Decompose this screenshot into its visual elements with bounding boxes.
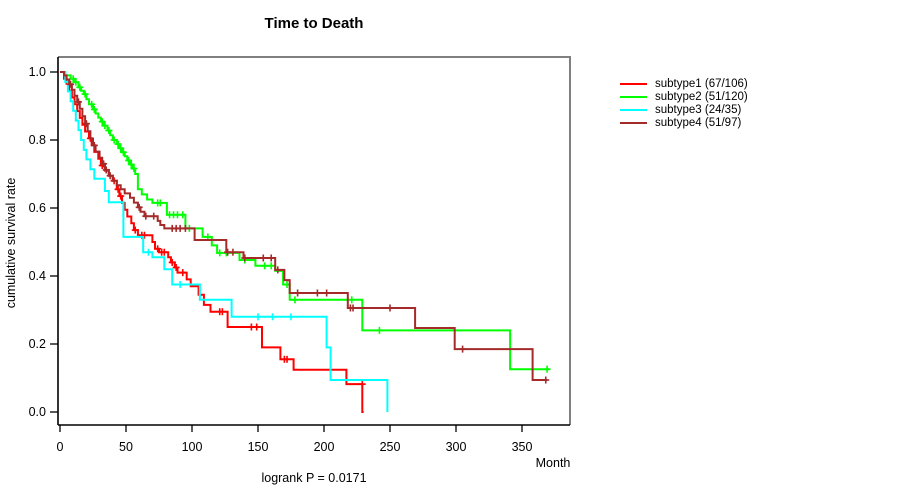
legend-line-swatch-red (620, 82, 647, 85)
y-tick-label: 0.8 (28, 133, 46, 147)
x-tick-label: 200 (313, 440, 335, 454)
y-tick-label: 0.2 (28, 337, 46, 351)
y-tick-label: 0.4 (28, 269, 46, 283)
legend-item-subtype4: subtype4 (51/97) (620, 116, 748, 129)
y-tick-label: 1.0 (28, 65, 46, 79)
x-tick-label: 0 (56, 440, 64, 454)
survival-curve-subtype2 (60, 71, 550, 371)
x-tick-label: 350 (511, 440, 533, 454)
x-axis-label: Month (535, 456, 571, 470)
survival-curve-subtype3 (60, 71, 389, 412)
legend-item-subtype1: subtype1 (67/106) (620, 77, 748, 90)
legend: subtype1 (67/106) subtype2 (51/120) subt… (620, 77, 748, 129)
y-tick-label: 0.6 (28, 201, 46, 215)
survival-curve-subtype4 (60, 71, 548, 381)
chart-title: Time to Death (264, 15, 364, 32)
y-tick-label: 0.0 (28, 405, 46, 419)
x-tick-label: 50 (119, 440, 133, 454)
survival-curve-subtype1 (60, 71, 364, 413)
legend-label: subtype4 (51/97) (655, 116, 742, 129)
x-tick-label: 300 (445, 440, 467, 454)
legend-item-subtype3: subtype3 (24/35) (620, 103, 748, 116)
plot-frame (58, 56, 571, 425)
y-axis-label: cumulative survival rate (4, 177, 18, 309)
legend-label: subtype1 (67/106) (655, 77, 748, 90)
x-tick-label: 250 (379, 440, 401, 454)
x-tick-label: 100 (181, 440, 203, 454)
legend-item-subtype2: subtype2 (51/120) (620, 90, 748, 103)
legend-line-swatch-darkred (620, 121, 647, 124)
legend-label: subtype3 (24/35) (655, 103, 742, 116)
x-tick-label: 150 (247, 440, 269, 454)
legend-line-swatch-cyan (620, 108, 647, 111)
legend-label: subtype2 (51/120) (655, 90, 748, 103)
legend-line-swatch-green (620, 95, 647, 98)
logrank-annotation: logrank P = 0.0171 (261, 471, 367, 485)
